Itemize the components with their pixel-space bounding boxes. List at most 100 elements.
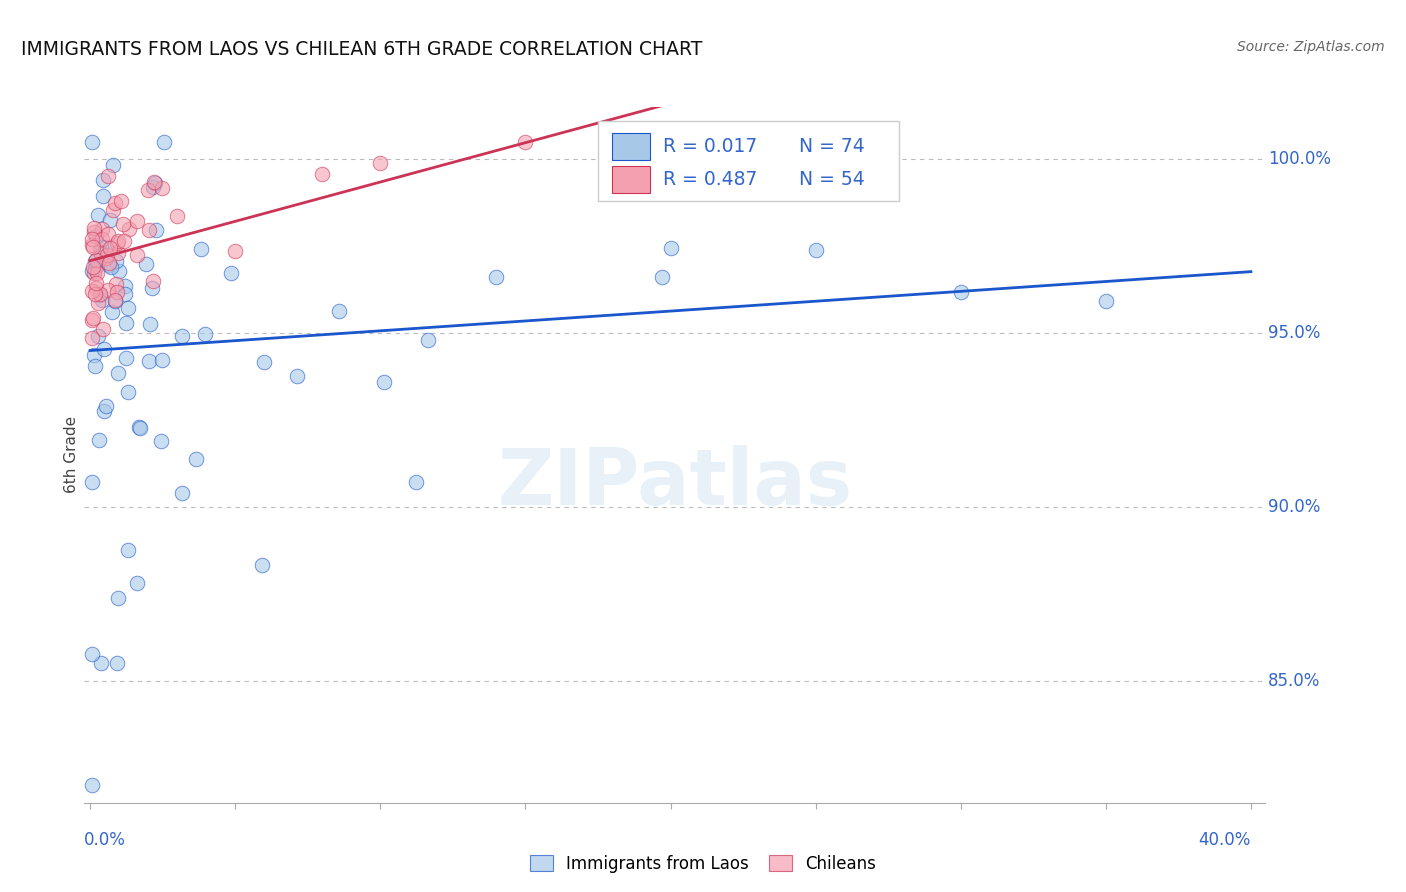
- Point: [285, 368, 308, 383]
- Point: [110, 194, 132, 208]
- Point: [138, 223, 160, 237]
- Point: [804, 243, 827, 257]
- Point: [219, 266, 242, 280]
- Point: [80, 232, 103, 246]
- Point: [84, 281, 107, 295]
- Text: ZIPatlas: ZIPatlas: [498, 445, 852, 521]
- Point: [139, 317, 162, 331]
- Point: [105, 656, 128, 670]
- Text: R = 0.487: R = 0.487: [664, 169, 758, 189]
- Point: [142, 180, 165, 194]
- Point: [98, 212, 121, 227]
- Point: [86, 208, 108, 222]
- FancyBboxPatch shape: [612, 134, 650, 160]
- Point: [141, 281, 163, 295]
- Point: [80, 313, 103, 327]
- Point: [83, 266, 105, 280]
- Point: [80, 647, 103, 661]
- Point: [96, 169, 118, 184]
- Point: [138, 354, 160, 368]
- Text: N = 54: N = 54: [799, 169, 865, 189]
- Point: [103, 202, 125, 217]
- Point: [97, 227, 120, 242]
- Point: [418, 333, 440, 347]
- Point: [150, 181, 173, 195]
- Point: [127, 576, 149, 591]
- Point: [86, 266, 108, 280]
- Point: [150, 352, 173, 367]
- Point: [80, 331, 103, 345]
- Point: [80, 778, 103, 792]
- Point: [112, 234, 135, 248]
- Point: [94, 251, 117, 265]
- Point: [80, 263, 103, 277]
- Point: [97, 284, 120, 298]
- Point: [128, 420, 150, 434]
- Point: [104, 196, 127, 211]
- Text: N = 74: N = 74: [799, 137, 865, 156]
- Point: [83, 348, 105, 362]
- Text: R = 0.017: R = 0.017: [664, 137, 758, 156]
- Point: [107, 245, 129, 260]
- Legend: Immigrants from Laos, Chileans: Immigrants from Laos, Chileans: [523, 848, 883, 880]
- Text: 90.0%: 90.0%: [1268, 498, 1320, 516]
- Point: [84, 261, 107, 276]
- Point: [659, 135, 682, 149]
- Point: [80, 238, 103, 252]
- Point: [373, 376, 395, 390]
- Point: [118, 222, 141, 236]
- Point: [84, 276, 107, 290]
- Point: [117, 301, 139, 315]
- Point: [84, 253, 107, 268]
- Point: [143, 176, 166, 190]
- Point: [104, 277, 127, 292]
- Point: [170, 328, 193, 343]
- Point: [82, 240, 104, 254]
- Point: [115, 351, 138, 365]
- Point: [143, 175, 166, 189]
- Point: [250, 558, 273, 572]
- Point: [104, 293, 127, 308]
- Point: [90, 293, 112, 307]
- Point: [166, 209, 188, 223]
- Point: [101, 158, 124, 172]
- Point: [253, 355, 276, 369]
- Point: [84, 253, 107, 268]
- Point: [135, 257, 157, 271]
- Point: [145, 223, 167, 237]
- Point: [83, 221, 105, 235]
- Point: [107, 235, 129, 249]
- Point: [80, 135, 103, 149]
- Point: [311, 167, 333, 181]
- Point: [84, 229, 107, 244]
- Text: IMMIGRANTS FROM LAOS VS CHILEAN 6TH GRADE CORRELATION CHART: IMMIGRANTS FROM LAOS VS CHILEAN 6TH GRAD…: [21, 40, 703, 59]
- Point: [117, 384, 139, 399]
- Point: [90, 247, 112, 261]
- Point: [184, 451, 207, 466]
- Text: 40.0%: 40.0%: [1198, 830, 1251, 848]
- Point: [111, 217, 134, 231]
- Point: [86, 329, 108, 343]
- Point: [101, 305, 124, 319]
- Point: [105, 235, 128, 250]
- Point: [129, 421, 152, 435]
- Point: [104, 293, 127, 307]
- Point: [328, 304, 350, 318]
- Point: [515, 135, 537, 149]
- Point: [105, 285, 128, 299]
- Point: [107, 366, 129, 380]
- Point: [93, 403, 115, 417]
- Point: [1094, 293, 1116, 308]
- Point: [485, 270, 508, 285]
- Point: [89, 244, 111, 259]
- Point: [83, 359, 105, 373]
- Y-axis label: 6th Grade: 6th Grade: [63, 417, 79, 493]
- Text: 0.0%: 0.0%: [84, 830, 127, 848]
- Text: 100.0%: 100.0%: [1268, 150, 1330, 169]
- Point: [98, 241, 121, 255]
- Point: [91, 232, 114, 246]
- Point: [172, 486, 194, 500]
- Point: [80, 285, 103, 299]
- Text: 95.0%: 95.0%: [1268, 324, 1320, 343]
- Point: [117, 542, 139, 557]
